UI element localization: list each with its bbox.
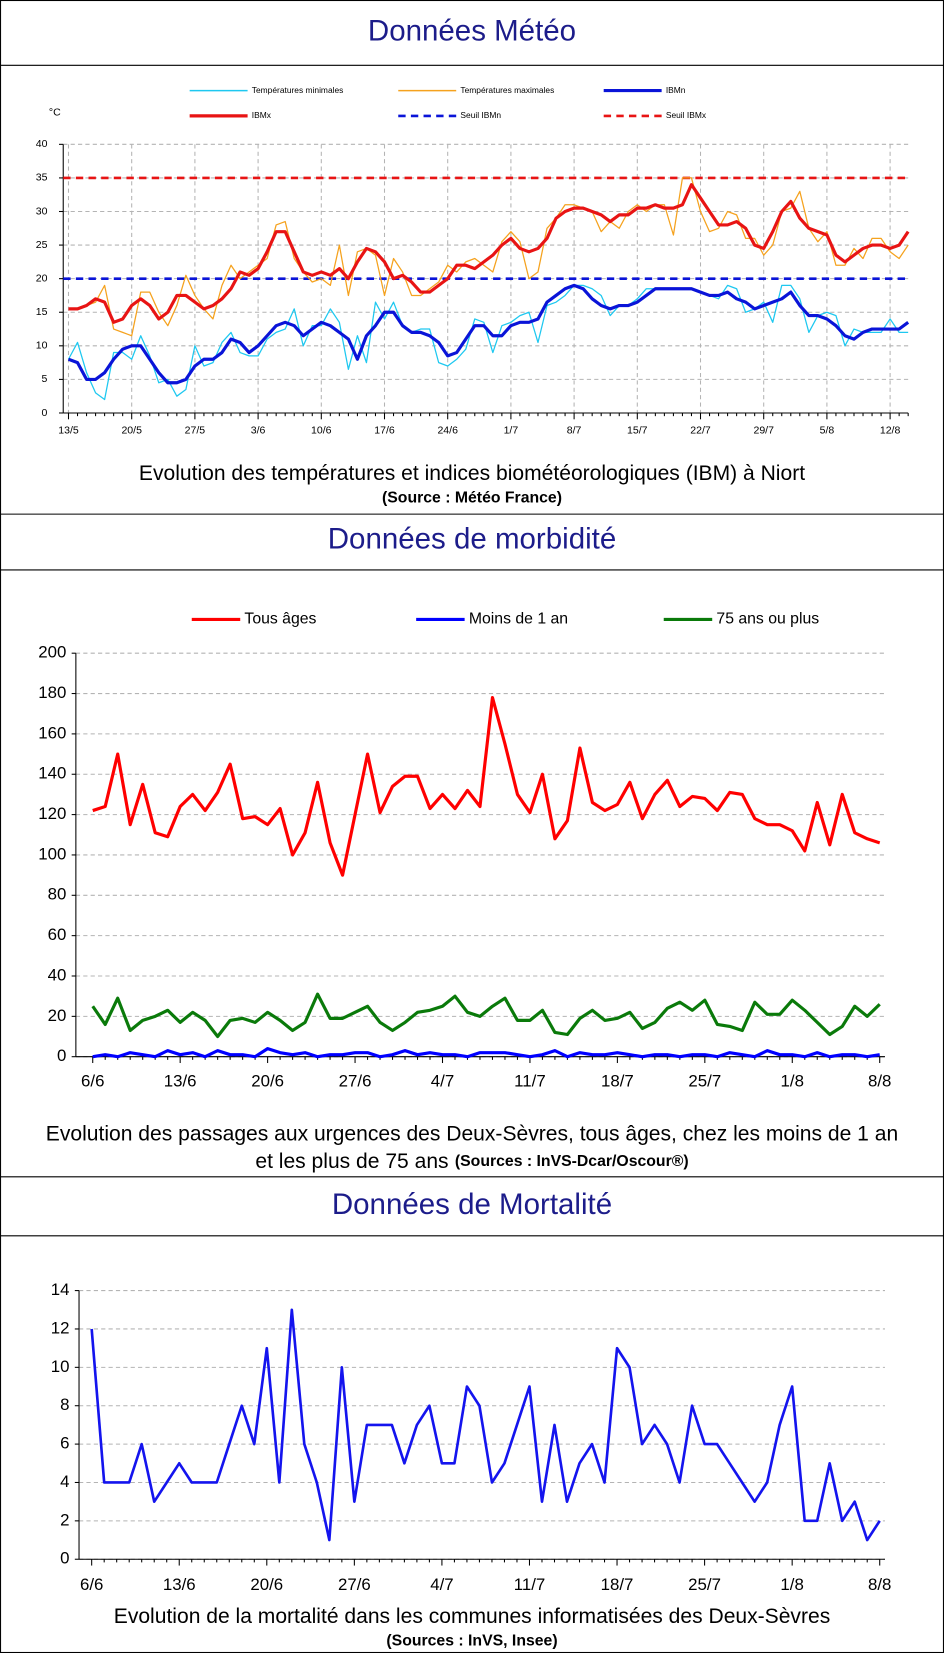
- x-tick-label: 20/6: [250, 1575, 283, 1594]
- series-line: [68, 177, 909, 337]
- caption: Evolution de la mortalité dans les commu…: [114, 1605, 830, 1628]
- legend-label: Tous âges: [244, 611, 316, 628]
- x-tick-label: 1/7: [504, 425, 519, 437]
- x-tick-label: 18/7: [601, 1575, 634, 1594]
- y-tick-label: 40: [36, 138, 48, 150]
- y-tick-label: 20: [48, 1006, 67, 1025]
- section-heading: Données de morbidité: [328, 522, 616, 555]
- y-tick-label: 0: [57, 1046, 66, 1065]
- y-tick-label: 40: [48, 965, 67, 984]
- x-tick-label: 25/7: [688, 1575, 721, 1594]
- y-tick-label: 160: [38, 723, 66, 742]
- y-tick-label: 0: [42, 407, 48, 419]
- y-tick-label: 25: [36, 239, 48, 251]
- section-heading: Données Météo: [368, 14, 576, 47]
- y-tick-label: 15: [36, 306, 48, 318]
- y-tick-label: 10: [51, 1357, 70, 1376]
- y-tick-label: 60: [48, 925, 67, 944]
- legend-label: Moins de 1 an: [469, 611, 568, 628]
- x-tick-label: 13/6: [164, 1071, 197, 1090]
- x-tick-label: 3/6: [251, 425, 266, 437]
- caption-line: et les plus de 75 ans: [255, 1150, 448, 1173]
- x-tick-label: 25/7: [688, 1071, 721, 1090]
- y-tick-label: 120: [38, 804, 66, 823]
- caption: Evolution des passages aux urgences des …: [46, 1122, 898, 1145]
- y-unit: °C: [49, 107, 61, 119]
- series-line: [68, 183, 910, 324]
- source: (Sources : InVS, Insee): [386, 1633, 557, 1650]
- x-tick-label: 1/8: [781, 1071, 804, 1090]
- y-tick-label: 12: [51, 1318, 70, 1337]
- x-tick-label: 6/6: [81, 1071, 104, 1090]
- legend-label: Températures maximales: [460, 85, 554, 95]
- y-tick-label: 14: [51, 1280, 70, 1299]
- series-line: [92, 1047, 880, 1059]
- caption: et les plus de 75 ans (Sources : InVS-Dca…: [255, 1150, 688, 1173]
- x-tick-label: 11/7: [514, 1575, 546, 1594]
- y-tick-label: 200: [38, 643, 66, 662]
- y-tick-label: 5: [42, 373, 48, 385]
- series-line: [92, 695, 881, 877]
- x-tick-label: 4/7: [430, 1575, 453, 1594]
- y-tick-label: 35: [36, 172, 48, 184]
- x-tick-label: 13/5: [58, 425, 79, 437]
- legend-label: Seuil IBMn: [460, 110, 501, 120]
- y-tick-label: 2: [60, 1510, 69, 1529]
- y-tick-label: 0: [60, 1549, 69, 1568]
- legend-label: 75 ans ou plus: [716, 611, 819, 628]
- caption-line: Evolution des températures et indices bi…: [139, 462, 805, 485]
- y-tick-label: 30: [36, 205, 48, 217]
- y-tick-label: 10: [36, 340, 48, 352]
- legend-label: Températures minimales: [252, 85, 344, 95]
- x-tick-label: 1/8: [780, 1575, 803, 1594]
- x-tick-label: 10/6: [311, 425, 332, 437]
- x-tick-label: 8/8: [868, 1071, 891, 1090]
- series-line: [91, 992, 881, 1039]
- source: (Source : Météo France): [382, 489, 562, 506]
- legend-label: Seuil IBMx: [666, 110, 707, 120]
- x-tick-label: 5/8: [820, 425, 835, 437]
- y-tick-label: 6: [60, 1434, 69, 1453]
- x-tick-label: 20/6: [251, 1071, 284, 1090]
- x-tick-label: 24/6: [437, 425, 458, 437]
- x-tick-label: 27/6: [338, 1575, 371, 1594]
- x-tick-label: 18/7: [601, 1071, 634, 1090]
- x-tick-label: 22/7: [690, 425, 711, 437]
- caption-line: Evolution des passages aux urgences des …: [46, 1122, 898, 1145]
- series-line: [67, 284, 909, 401]
- x-tick-label: 29/7: [753, 425, 774, 437]
- y-tick-label: 20: [36, 272, 48, 284]
- series-line: [90, 1308, 881, 1542]
- x-tick-label: 12/8: [880, 425, 901, 437]
- y-tick-label: 140: [38, 764, 66, 783]
- x-tick-label: 20/5: [121, 425, 142, 437]
- y-tick-label: 180: [38, 683, 66, 702]
- x-tick-label: 8/7: [567, 425, 582, 437]
- series-line: [67, 283, 910, 385]
- y-tick-label: 80: [48, 885, 67, 904]
- y-tick-label: 8: [60, 1395, 69, 1414]
- section-heading: Données de Mortalité: [332, 1188, 612, 1221]
- x-tick-label: 11/7: [514, 1071, 546, 1090]
- x-tick-label: 17/6: [374, 425, 395, 437]
- x-tick-label: 4/7: [431, 1071, 454, 1090]
- x-tick-label: 6/6: [80, 1575, 103, 1594]
- source: (Sources : InVS-Dcar/Oscour®): [455, 1153, 689, 1170]
- x-tick-label: 13/6: [163, 1575, 196, 1594]
- caption: Evolution des températures et indices bi…: [139, 462, 805, 485]
- y-tick-label: 100: [38, 844, 66, 863]
- legend-label: IBMx: [252, 110, 272, 120]
- x-tick-label: 8/8: [868, 1575, 891, 1594]
- caption-line: Evolution de la mortalité dans les commu…: [114, 1605, 830, 1628]
- x-tick-label: 27/5: [185, 425, 206, 437]
- legend-label: IBMn: [666, 85, 686, 95]
- x-tick-label: 15/7: [627, 425, 648, 437]
- y-tick-label: 4: [60, 1472, 69, 1491]
- x-tick-label: 27/6: [339, 1071, 372, 1090]
